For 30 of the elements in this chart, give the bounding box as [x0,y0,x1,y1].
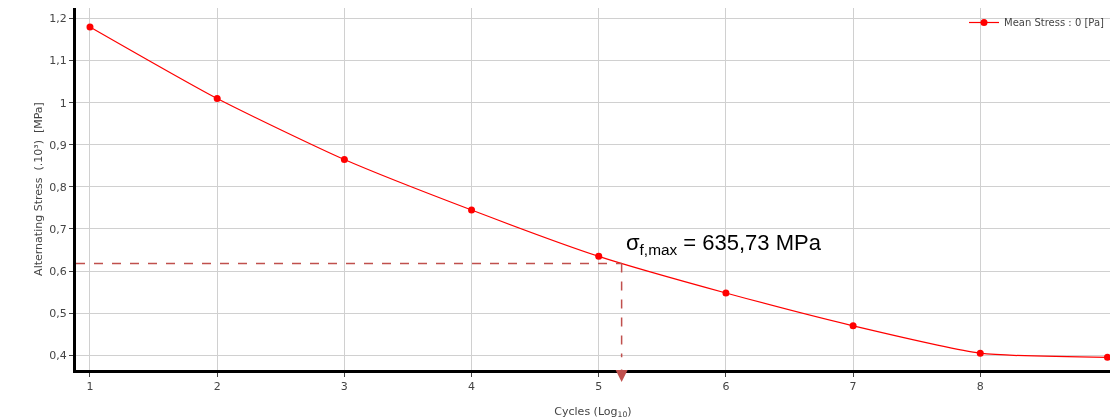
x-tick-label: 1 [86,380,94,394]
point [86,23,94,31]
y-axis-title: Alternating Stress (.10³) [MPa] [32,102,45,276]
x-tick-label: 2 [213,380,221,394]
y-tick-label: 0,5 [49,307,67,321]
legend-label: Mean Stress : 0 [Pa] [1004,17,1105,29]
y-tick-label: 0,4 [49,349,67,363]
point [340,156,348,164]
point [213,95,221,102]
point [849,322,857,330]
y-tick-label: 0,8 [49,180,67,194]
x-tick-label: 5 [595,380,603,394]
y-tick-label: 1,1 [49,54,67,68]
y-tick-label: 0,9 [49,138,67,152]
x-tick-label: 8 [976,380,984,394]
y-tick-label: 0,7 [49,222,67,236]
point [1103,353,1110,361]
y-tick-label: 1 [59,96,67,110]
annotation: σ$_{f,max}$ = 635,73 MPa [626,230,822,258]
point [468,206,476,214]
point [722,289,730,297]
x-axis-title: Cycles (Log$_{10}$) [554,405,632,420]
x-tick-label: 4 [468,380,476,394]
x-tick-label: 7 [849,380,857,394]
x-tick-label: 6 [722,380,730,394]
y-tick-label: 1,2 [49,12,67,26]
point [595,252,603,260]
x-tick-label: 3 [340,380,348,394]
point [976,349,984,357]
y-tick-label: 0,6 [49,264,67,278]
